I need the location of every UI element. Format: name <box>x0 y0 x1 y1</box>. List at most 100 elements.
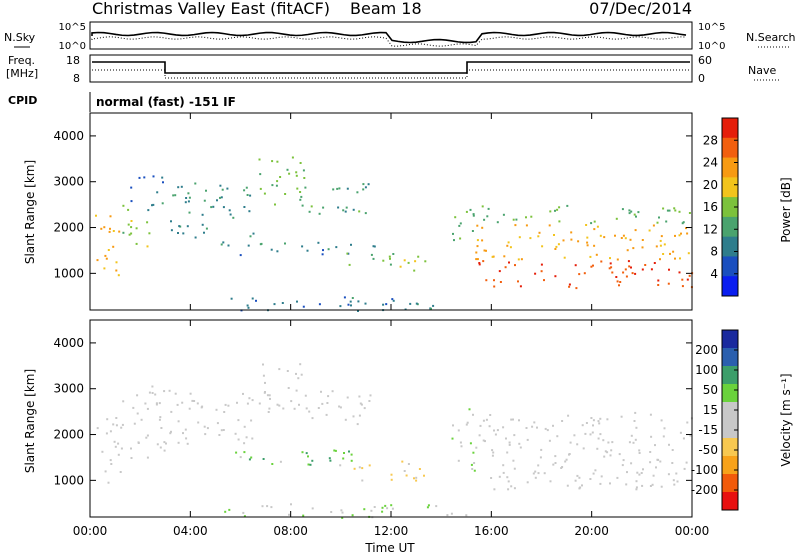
velocity-cell <box>656 458 659 461</box>
power-cell <box>276 160 279 163</box>
velocity-cell <box>326 402 329 404</box>
power-cell <box>346 187 349 190</box>
power-cell <box>135 242 138 245</box>
power-colorbar-tick-label: 24 <box>703 156 718 170</box>
power-cell <box>648 229 651 232</box>
power-colorbar-block <box>722 276 738 297</box>
velocity-feature-4 <box>305 390 372 426</box>
power-cell <box>109 227 111 230</box>
power-cell <box>478 263 481 266</box>
power-cell <box>548 224 551 227</box>
velocity-cell <box>606 451 609 454</box>
power-cell <box>515 218 518 221</box>
velocity-cell <box>120 447 123 450</box>
power-cell <box>151 204 153 207</box>
velocity-cell <box>358 466 361 469</box>
power-cell <box>279 176 282 178</box>
power-cell <box>392 253 395 255</box>
power-cell <box>686 278 689 281</box>
power-cell <box>385 303 388 306</box>
power-cell <box>558 206 561 209</box>
velocity-cell <box>596 447 599 450</box>
velocity-cell <box>262 458 265 460</box>
x-tick-label: 12:00 <box>374 524 409 538</box>
power-cell <box>610 266 613 269</box>
power-cell <box>174 194 177 197</box>
power-cell <box>247 306 250 309</box>
power-cell <box>556 208 559 211</box>
power-cell <box>105 257 108 260</box>
power-feature-11 <box>475 224 690 261</box>
velocity-cell <box>451 437 454 440</box>
power-cell <box>103 267 106 270</box>
velocity-ylabel: Slant Range [km] <box>23 369 37 473</box>
power-cell <box>322 249 324 252</box>
power-cell <box>118 230 121 233</box>
velocity-cell <box>490 477 493 479</box>
velocity-cell <box>168 389 171 392</box>
power-feature-3 <box>170 182 255 239</box>
velocity-cell <box>589 478 592 480</box>
velocity-cell <box>177 420 180 423</box>
velocity-panel-frame <box>89 319 693 518</box>
power-cell <box>557 243 560 246</box>
velocity-cell <box>346 396 349 399</box>
velocity-colorbar-block <box>722 456 738 475</box>
velocity-cell <box>154 393 157 396</box>
power-feature-6 <box>220 241 376 257</box>
x-axis-label: Time UT <box>364 541 415 554</box>
power-cell <box>194 236 197 239</box>
velocity-cell <box>592 424 594 427</box>
power-cell <box>344 210 347 213</box>
power-cell <box>180 185 183 188</box>
velocity-cell <box>423 474 425 477</box>
velocity-cell <box>370 509 373 512</box>
velocity-cell <box>251 399 254 402</box>
power-cell <box>364 212 367 215</box>
power-panel-frame <box>89 112 693 311</box>
velocity-cell <box>327 395 330 398</box>
velocity-cell <box>549 480 552 483</box>
power-cell <box>276 180 279 183</box>
velocity-cell <box>297 377 300 380</box>
velocity-cell <box>115 417 118 419</box>
velocity-cell <box>518 442 521 445</box>
power-cell <box>415 302 418 305</box>
velocity-cell <box>591 431 594 434</box>
velocity-feature-7 <box>451 408 478 472</box>
velocity-cell <box>386 507 389 510</box>
velocity-cell <box>578 476 581 479</box>
power-colorbar-tick-label: 12 <box>703 222 718 236</box>
power-cell <box>476 245 479 248</box>
power-cell <box>634 272 637 275</box>
velocity-cell <box>189 392 192 395</box>
power-cell <box>228 209 231 212</box>
velocity-cell <box>537 472 540 475</box>
velocity-cell <box>302 514 305 517</box>
power-cell <box>288 172 291 175</box>
velocity-cell <box>459 441 462 444</box>
velocity-cell <box>115 424 118 427</box>
velocity-cell <box>426 506 429 509</box>
velocity-cell <box>510 418 513 421</box>
power-cell <box>161 176 164 179</box>
velocity-cell <box>174 392 177 395</box>
velocity-cell <box>155 402 158 405</box>
velocity-cell <box>566 484 569 487</box>
velocity-cell <box>356 423 359 426</box>
velocity-cell <box>243 451 246 454</box>
velocity-cell <box>533 421 536 424</box>
velocity-cell <box>299 363 302 366</box>
velocity-cell <box>502 426 505 429</box>
velocity-cell <box>96 427 99 430</box>
power-cell <box>498 270 501 273</box>
power-colorbar-tick-label: 20 <box>703 178 718 192</box>
power-cell <box>203 199 206 202</box>
power-cell <box>596 225 599 228</box>
power-ytick-label: 4000 <box>53 129 84 143</box>
velocity-cell <box>361 467 364 470</box>
velocity-cell <box>534 476 537 479</box>
power-cell <box>570 238 573 241</box>
velocity-cell <box>604 450 607 453</box>
power-cell <box>220 243 223 246</box>
